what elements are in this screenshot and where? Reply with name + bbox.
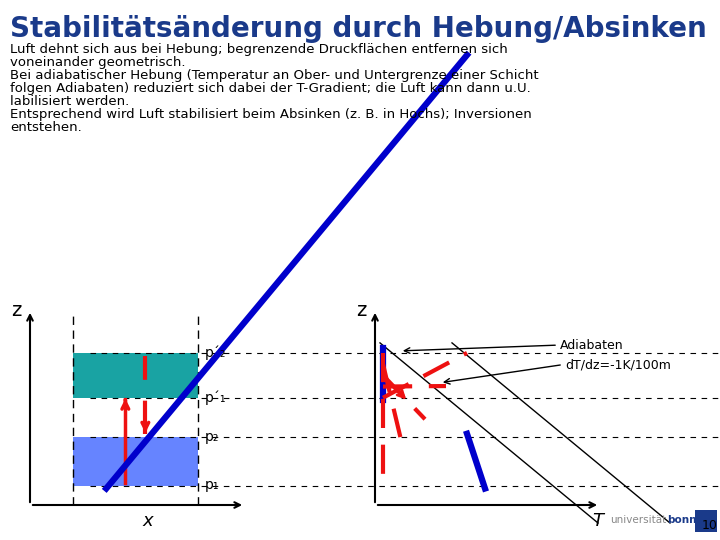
Text: bonn: bonn (667, 515, 696, 525)
Text: labilisiert werden.: labilisiert werden. (10, 95, 130, 108)
Bar (73, 437, 198, 485)
Text: T: T (593, 512, 603, 530)
Text: p´₂: p´₂ (204, 346, 226, 360)
Text: Stabilitätsänderung durch Hebung/Absinken: Stabilitätsänderung durch Hebung/Absinke… (10, 15, 707, 43)
Text: Luft dehnt sich aus bei Hebung; begrenzende Druckflächen entfernen sich: Luft dehnt sich aus bei Hebung; begrenze… (10, 43, 508, 56)
Text: Adiabaten: Adiabaten (560, 339, 624, 352)
Text: Bei adiabatischer Hebung (Temperatur an Ober- und Untergrenze einer Schicht: Bei adiabatischer Hebung (Temperatur an … (10, 69, 539, 82)
Text: x: x (143, 512, 153, 530)
Text: 10: 10 (702, 519, 718, 532)
Text: z: z (356, 300, 366, 320)
Text: universität: universität (610, 515, 666, 525)
Bar (695, 510, 717, 532)
Text: entstehen.: entstehen. (10, 121, 82, 134)
Text: dT/dz=-1K/100m: dT/dz=-1K/100m (565, 358, 671, 371)
Text: folgen Adiabaten) reduziert sich dabei der T-Gradient; die Luft kann dann u.U.: folgen Adiabaten) reduziert sich dabei d… (10, 82, 531, 95)
Text: p´₁: p´₁ (204, 390, 226, 405)
Text: Entsprechend wird Luft stabilisiert beim Absinken (z. B. in Hochs); Inversionen: Entsprechend wird Luft stabilisiert beim… (10, 108, 532, 121)
Text: voneinander geometrisch.: voneinander geometrisch. (10, 56, 186, 69)
Text: p₂: p₂ (204, 430, 219, 444)
Text: p₁: p₁ (204, 478, 219, 492)
Text: z: z (11, 300, 21, 320)
Bar (73, 353, 198, 398)
